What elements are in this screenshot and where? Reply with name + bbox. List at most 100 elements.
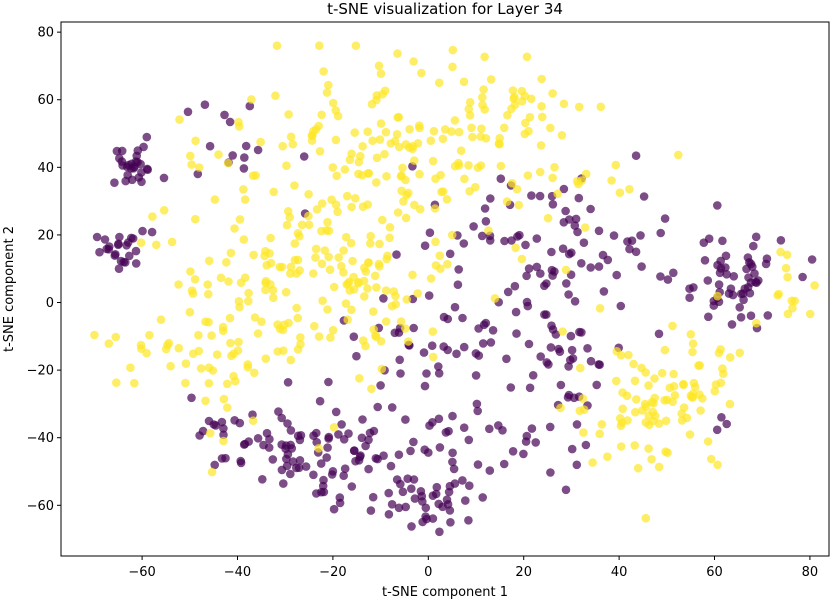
point-purple <box>236 456 245 466</box>
point-purple <box>114 239 123 249</box>
point-yellow <box>324 252 334 262</box>
point-yellow <box>329 423 339 432</box>
point-purple <box>410 494 420 503</box>
y-tick-label: −60 <box>27 499 54 514</box>
point-yellow <box>507 104 516 114</box>
point-yellow <box>174 343 184 353</box>
point-purple <box>547 321 556 331</box>
point-yellow <box>186 151 195 161</box>
chart-title: t-SNE visualization for Layer 34 <box>327 0 563 18</box>
point-yellow <box>559 99 569 109</box>
point-purple <box>485 466 495 475</box>
point-yellow <box>261 285 270 295</box>
point-yellow <box>713 291 722 301</box>
point-purple <box>594 226 604 236</box>
point-purple <box>428 514 438 523</box>
point-purple <box>502 354 511 364</box>
point-purple <box>337 420 346 429</box>
point-yellow <box>581 169 591 179</box>
point-yellow <box>431 174 440 183</box>
point-purple <box>403 474 413 484</box>
point-purple <box>473 460 483 469</box>
point-purple <box>230 416 239 425</box>
point-yellow <box>273 320 283 329</box>
point-yellow <box>436 264 445 274</box>
point-purple <box>625 244 634 254</box>
point-yellow <box>595 304 605 313</box>
point-purple <box>268 455 278 464</box>
point-purple <box>704 312 713 322</box>
point-yellow <box>285 213 295 222</box>
point-yellow <box>181 378 190 388</box>
point-yellow <box>479 85 488 94</box>
point-yellow <box>548 173 557 183</box>
point-yellow <box>615 414 625 423</box>
point-yellow <box>310 321 319 331</box>
point-purple <box>309 431 318 441</box>
point-purple <box>240 153 249 162</box>
point-yellow <box>557 131 567 140</box>
point-yellow <box>783 272 792 282</box>
point-purple <box>379 294 388 303</box>
point-yellow <box>611 160 621 170</box>
point-purple <box>807 255 817 264</box>
point-yellow <box>703 437 713 446</box>
point-yellow <box>346 238 356 248</box>
point-purple <box>398 487 408 497</box>
point-purple <box>323 443 332 452</box>
point-purple <box>361 441 370 451</box>
point-yellow <box>314 121 324 131</box>
point-yellow <box>248 416 258 426</box>
point-purple <box>718 236 727 246</box>
point-purple <box>432 482 442 492</box>
point-yellow <box>596 102 606 112</box>
point-yellow <box>288 139 298 149</box>
point-purple <box>506 383 516 392</box>
point-purple <box>431 489 441 499</box>
point-yellow <box>520 129 530 139</box>
point-yellow <box>467 123 476 133</box>
point-yellow <box>261 354 271 364</box>
point-yellow <box>312 205 322 214</box>
point-yellow <box>633 463 643 473</box>
point-yellow <box>381 317 391 326</box>
point-purple <box>656 272 665 281</box>
point-yellow <box>188 349 198 359</box>
point-purple <box>685 293 694 303</box>
point-purple <box>420 445 430 455</box>
point-yellow <box>204 289 213 299</box>
point-purple <box>469 222 478 231</box>
point-purple <box>450 302 460 312</box>
point-purple <box>205 141 215 151</box>
y-tick-label: 40 <box>37 161 54 176</box>
point-purple <box>368 492 378 502</box>
point-yellow <box>260 251 269 261</box>
point-purple <box>114 264 124 274</box>
point-purple <box>631 151 641 160</box>
point-purple <box>301 462 311 471</box>
point-purple <box>358 415 367 424</box>
point-yellow <box>343 315 353 325</box>
point-yellow <box>649 398 658 408</box>
point-yellow <box>426 136 436 145</box>
point-purple <box>599 287 609 296</box>
point-purple <box>496 174 506 183</box>
point-yellow <box>266 233 275 243</box>
point-purple <box>464 435 474 445</box>
point-purple <box>435 443 445 452</box>
point-yellow <box>282 161 291 170</box>
point-yellow <box>503 110 512 120</box>
point-purple <box>419 348 429 357</box>
point-yellow <box>363 200 373 209</box>
point-yellow <box>347 305 356 315</box>
point-yellow <box>343 191 352 201</box>
point-yellow <box>136 340 146 350</box>
point-yellow <box>364 258 373 268</box>
point-yellow <box>456 146 466 155</box>
point-yellow <box>325 265 335 275</box>
point-yellow <box>686 330 696 339</box>
point-purple <box>420 381 430 391</box>
point-yellow <box>429 126 439 136</box>
point-purple <box>309 470 318 480</box>
point-purple <box>709 301 719 310</box>
